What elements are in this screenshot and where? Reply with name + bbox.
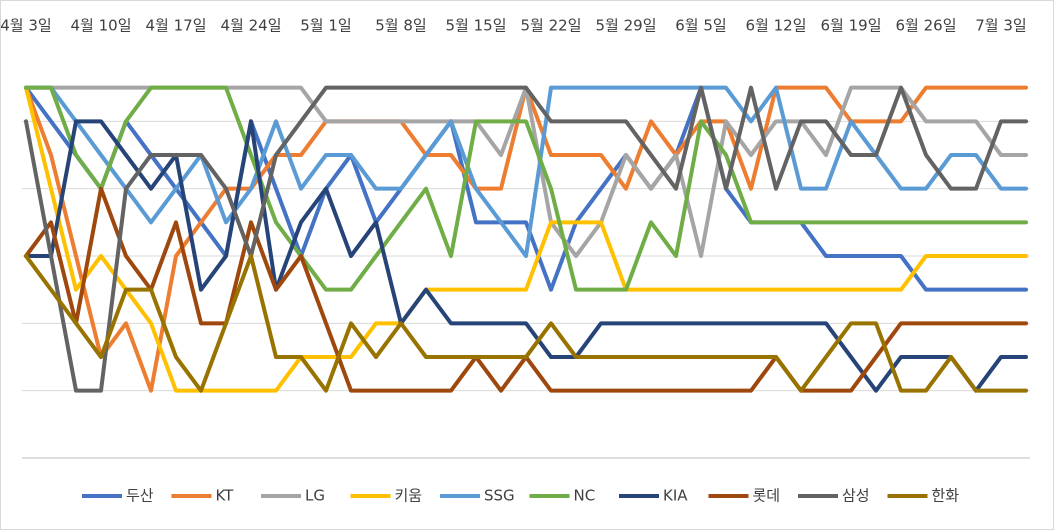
x-tick-label: 5월 22일 [521,17,582,35]
x-tick-label: 4월 3일 [0,17,51,35]
x-tick-label: 6월 26일 [896,17,957,35]
series-line [24,85,1028,258]
legend-label: KT [216,487,235,505]
legend-label: NC [574,487,596,505]
legend-label: LG [305,487,325,505]
x-tick-label: 5월 15일 [446,17,507,35]
x-tick-label: 6월 5일 [675,17,726,35]
legend-label: 두산 [126,487,154,505]
series-line [24,85,1028,393]
series-line [24,85,1028,292]
legend-label: 삼성 [842,487,870,505]
series-line [24,85,1028,292]
x-tick-label: 6월 12일 [746,17,807,35]
series-line [24,254,1028,393]
x-tick-label: 4월 17일 [146,17,207,35]
x-tick-label: 7월 3일 [975,17,1026,35]
legend-label: SSG [484,487,515,505]
legend-label: 한화 [932,487,960,505]
legend-label: KIA [663,487,688,505]
x-tick-label: 4월 10일 [71,17,132,35]
x-tick-label: 5월 8일 [375,17,426,35]
x-tick-label: 6월 19일 [821,17,882,35]
x-tick-label: 5월 29일 [596,17,657,35]
series-line [24,119,1028,393]
legend-label: 키움 [395,487,423,505]
series-line [24,85,1028,393]
x-tick-label: 5월 1일 [300,17,351,35]
legend-label: 롯데 [753,487,781,505]
x-tick-label: 4월 24일 [221,17,282,35]
